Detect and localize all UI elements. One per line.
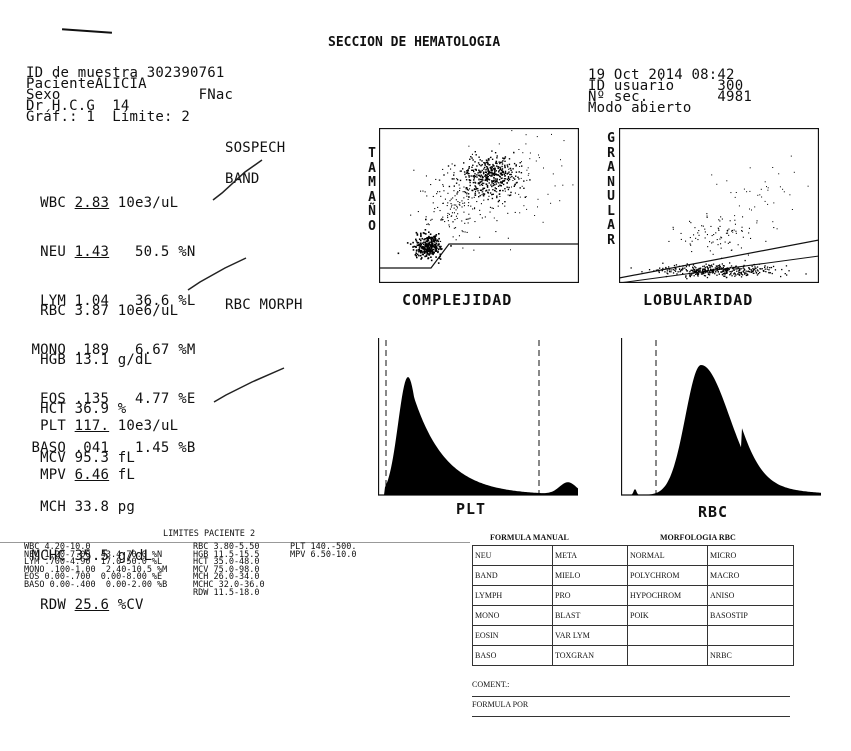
form-row: EOSIN VAR LYM: [473, 626, 794, 646]
form-row: LYMPH PRO HYPOCHROM ANISO: [473, 586, 794, 606]
check-mark-rbc: [188, 258, 246, 290]
formula-by-field: FORMULA POR: [472, 700, 790, 717]
histogram-plt: [378, 338, 578, 496]
scatter-plot-size-complexity: [379, 128, 579, 283]
check-mark-plt: [214, 368, 284, 402]
histogram-rbc-label: RBC: [698, 503, 728, 521]
form-row: MONO BLAST POIK BASOSTIP: [473, 606, 794, 626]
form-header-right: MORFOLOGIA RBC: [660, 533, 736, 542]
histogram-rbc: [621, 338, 821, 496]
form-row: BASO TOXGRAN NRBC: [473, 646, 794, 666]
scatter1-x-label: COMPLEJIDAD: [402, 291, 512, 309]
check-mark-wbc: [213, 160, 262, 200]
form-row: BAND MIELO POLYCHROM MACRO: [473, 566, 794, 586]
scatter2-x-label: LOBULARIDAD: [643, 291, 753, 309]
formula-by-label: FORMULA POR: [472, 700, 528, 709]
limits-title: LIMITES PACIENTE 2: [163, 531, 255, 539]
form-row: NEU META NORMAL MICRO: [473, 546, 794, 566]
limits-plt: PLT 140.-500. MPV 6.50-10.0: [290, 544, 357, 559]
manual-formula-table: NEU META NORMAL MICRO BAND MIELO POLYCHROM MAC…: [472, 545, 794, 666]
comment-label: COMENT.:: [472, 680, 509, 689]
scatter-plot-granularity-lobularity: [619, 128, 819, 283]
form-header-left: FORMULA MANUAL: [490, 533, 569, 542]
comment-field: COMENT.:: [472, 680, 790, 697]
histogram-plt-label: PLT: [456, 500, 486, 518]
limits-rbc: RBC 3.80-5.50 HGB 11.5-15.5 HCT 35.0-48.…: [193, 544, 265, 597]
limits-wbc: WBC 4.20-10.0 NEU 1.20-7.00 43.4-70.0 %N…: [24, 544, 167, 590]
